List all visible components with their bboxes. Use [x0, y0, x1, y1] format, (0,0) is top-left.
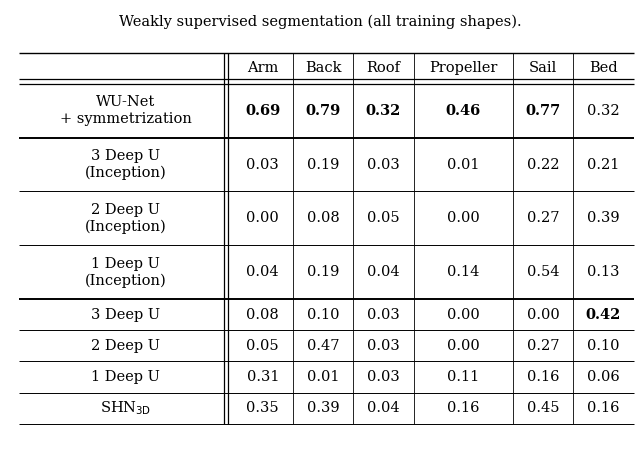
- Text: 3 Deep U: 3 Deep U: [92, 308, 161, 322]
- Text: 0.03: 0.03: [367, 370, 400, 384]
- Text: 0.79: 0.79: [305, 104, 340, 117]
- Text: 0.03: 0.03: [367, 158, 400, 171]
- Text: 0.08: 0.08: [246, 308, 279, 322]
- Text: 0.14: 0.14: [447, 266, 479, 279]
- Text: 0.00: 0.00: [527, 308, 559, 322]
- Text: 0.00: 0.00: [447, 339, 479, 353]
- Text: 0.10: 0.10: [307, 308, 339, 322]
- Text: 0.13: 0.13: [587, 266, 620, 279]
- Text: 0.27: 0.27: [527, 339, 559, 353]
- Text: 0.16: 0.16: [587, 401, 620, 415]
- Text: 2 Deep U
(Inception): 2 Deep U (Inception): [85, 203, 167, 234]
- Text: 0.10: 0.10: [587, 339, 620, 353]
- Text: 0.04: 0.04: [246, 266, 279, 279]
- Text: Sail: Sail: [529, 61, 557, 75]
- Text: 0.47: 0.47: [307, 339, 339, 353]
- Text: 0.03: 0.03: [367, 339, 400, 353]
- Text: 0.45: 0.45: [527, 401, 559, 415]
- Text: 0.22: 0.22: [527, 158, 559, 171]
- Text: 0.00: 0.00: [246, 212, 279, 225]
- Text: Back: Back: [305, 61, 341, 75]
- Text: WU-Net
+ symmetrization: WU-Net + symmetrization: [60, 96, 192, 126]
- Text: 0.03: 0.03: [367, 308, 400, 322]
- Text: 0.05: 0.05: [246, 339, 279, 353]
- Text: Roof: Roof: [367, 61, 401, 75]
- Text: 1 Deep U
(Inception): 1 Deep U (Inception): [85, 257, 167, 288]
- Text: 2 Deep U: 2 Deep U: [92, 339, 161, 353]
- Text: 0.39: 0.39: [307, 401, 339, 415]
- Text: 1 Deep U: 1 Deep U: [92, 370, 161, 384]
- Text: 0.06: 0.06: [587, 370, 620, 384]
- Text: 0.77: 0.77: [525, 104, 561, 117]
- Text: 0.16: 0.16: [447, 401, 479, 415]
- Text: 0.69: 0.69: [245, 104, 280, 117]
- Text: 0.11: 0.11: [447, 370, 479, 384]
- Text: Weakly supervised segmentation (all training shapes).: Weakly supervised segmentation (all trai…: [118, 15, 522, 29]
- Text: 0.54: 0.54: [527, 266, 559, 279]
- Text: 0.42: 0.42: [586, 308, 621, 322]
- Text: Arm: Arm: [247, 61, 278, 75]
- Text: 0.05: 0.05: [367, 212, 400, 225]
- Text: 0.03: 0.03: [246, 158, 279, 171]
- Text: 0.32: 0.32: [365, 104, 401, 117]
- Text: 0.19: 0.19: [307, 158, 339, 171]
- Text: 0.00: 0.00: [447, 212, 479, 225]
- Text: 0.21: 0.21: [588, 158, 620, 171]
- Text: 0.01: 0.01: [307, 370, 339, 384]
- Text: 0.01: 0.01: [447, 158, 479, 171]
- Text: 0.00: 0.00: [447, 308, 479, 322]
- Text: 0.31: 0.31: [246, 370, 279, 384]
- Text: 0.04: 0.04: [367, 401, 400, 415]
- Text: Bed: Bed: [589, 61, 618, 75]
- Text: Propeller: Propeller: [429, 61, 497, 75]
- Text: 0.39: 0.39: [587, 212, 620, 225]
- Text: SHN$_{\mathrm{3D}}$: SHN$_{\mathrm{3D}}$: [100, 399, 152, 417]
- Text: 0.04: 0.04: [367, 266, 400, 279]
- Text: 3 Deep U
(Inception): 3 Deep U (Inception): [85, 149, 167, 180]
- Text: 0.32: 0.32: [587, 104, 620, 117]
- Text: 0.27: 0.27: [527, 212, 559, 225]
- Text: 0.46: 0.46: [445, 104, 481, 117]
- Text: 0.35: 0.35: [246, 401, 279, 415]
- Text: 0.08: 0.08: [307, 212, 339, 225]
- Text: 0.16: 0.16: [527, 370, 559, 384]
- Text: 0.19: 0.19: [307, 266, 339, 279]
